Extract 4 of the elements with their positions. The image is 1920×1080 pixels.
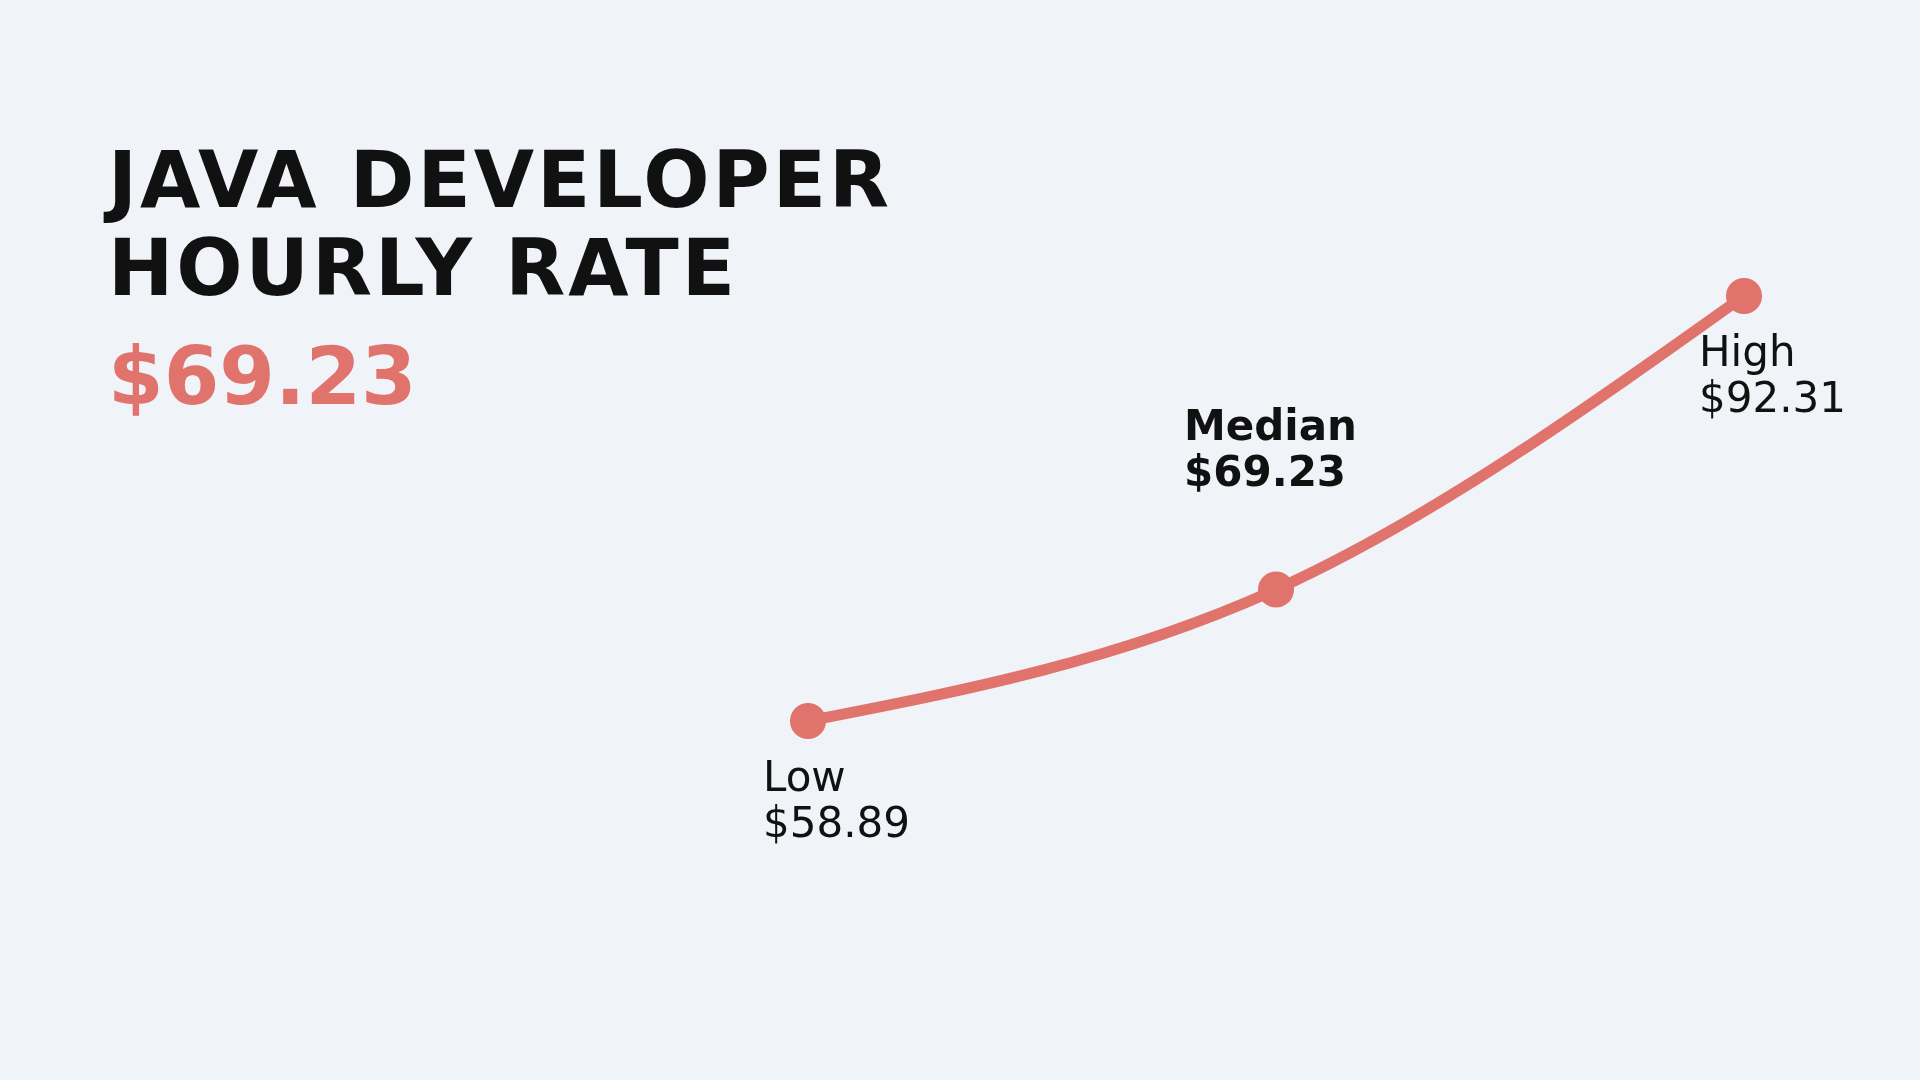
- x-tick-label: Low: [763, 752, 846, 801]
- x-tick-label: High: [1699, 327, 1796, 376]
- data-label: $58.89: [763, 798, 910, 847]
- text: $69.23: [108, 330, 417, 423]
